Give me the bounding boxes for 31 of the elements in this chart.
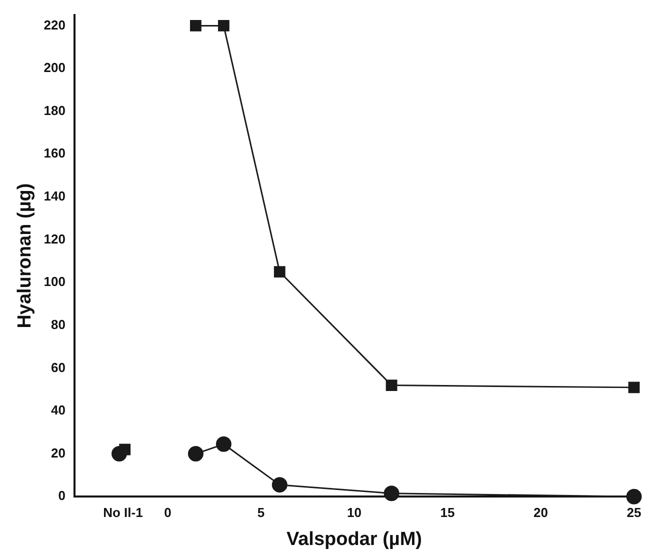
y-tick-label: 100 <box>44 274 66 290</box>
y-tick-label: 120 <box>44 231 66 246</box>
y-tick-label: 40 <box>51 402 66 418</box>
x-tick-label: 20 <box>534 504 548 520</box>
y-tick-label: 140 <box>44 188 66 204</box>
y-axis-title: Hyaluronan (µg) <box>14 183 36 328</box>
point <box>190 20 202 32</box>
x-tick-label: No Il-1 <box>103 504 143 520</box>
point <box>384 486 400 502</box>
point <box>188 446 204 462</box>
point <box>628 382 640 394</box>
y-tick-label: 160 <box>44 146 66 161</box>
y-tick-label: 180 <box>44 102 66 118</box>
point <box>216 436 232 452</box>
y-tick-label: 80 <box>51 316 66 332</box>
y-tick-label: 20 <box>51 445 66 460</box>
x-tick-label: 25 <box>626 504 642 520</box>
x-tick-label: 15 <box>440 504 455 520</box>
point <box>386 380 398 391</box>
y-tick-label: 60 <box>51 360 66 375</box>
point <box>626 488 642 504</box>
point <box>218 20 230 32</box>
x-tick-label: 10 <box>347 504 362 520</box>
x-tick-label: 0 <box>164 504 172 520</box>
point <box>274 266 286 278</box>
x-tick-label: 5 <box>257 504 265 520</box>
y-tick-label: 0 <box>58 488 66 504</box>
y-tick-label: 220 <box>44 17 66 32</box>
y-tick-label: 200 <box>44 60 66 76</box>
x-axis-title: Valspodar (µM) <box>286 528 422 550</box>
point <box>272 477 288 493</box>
